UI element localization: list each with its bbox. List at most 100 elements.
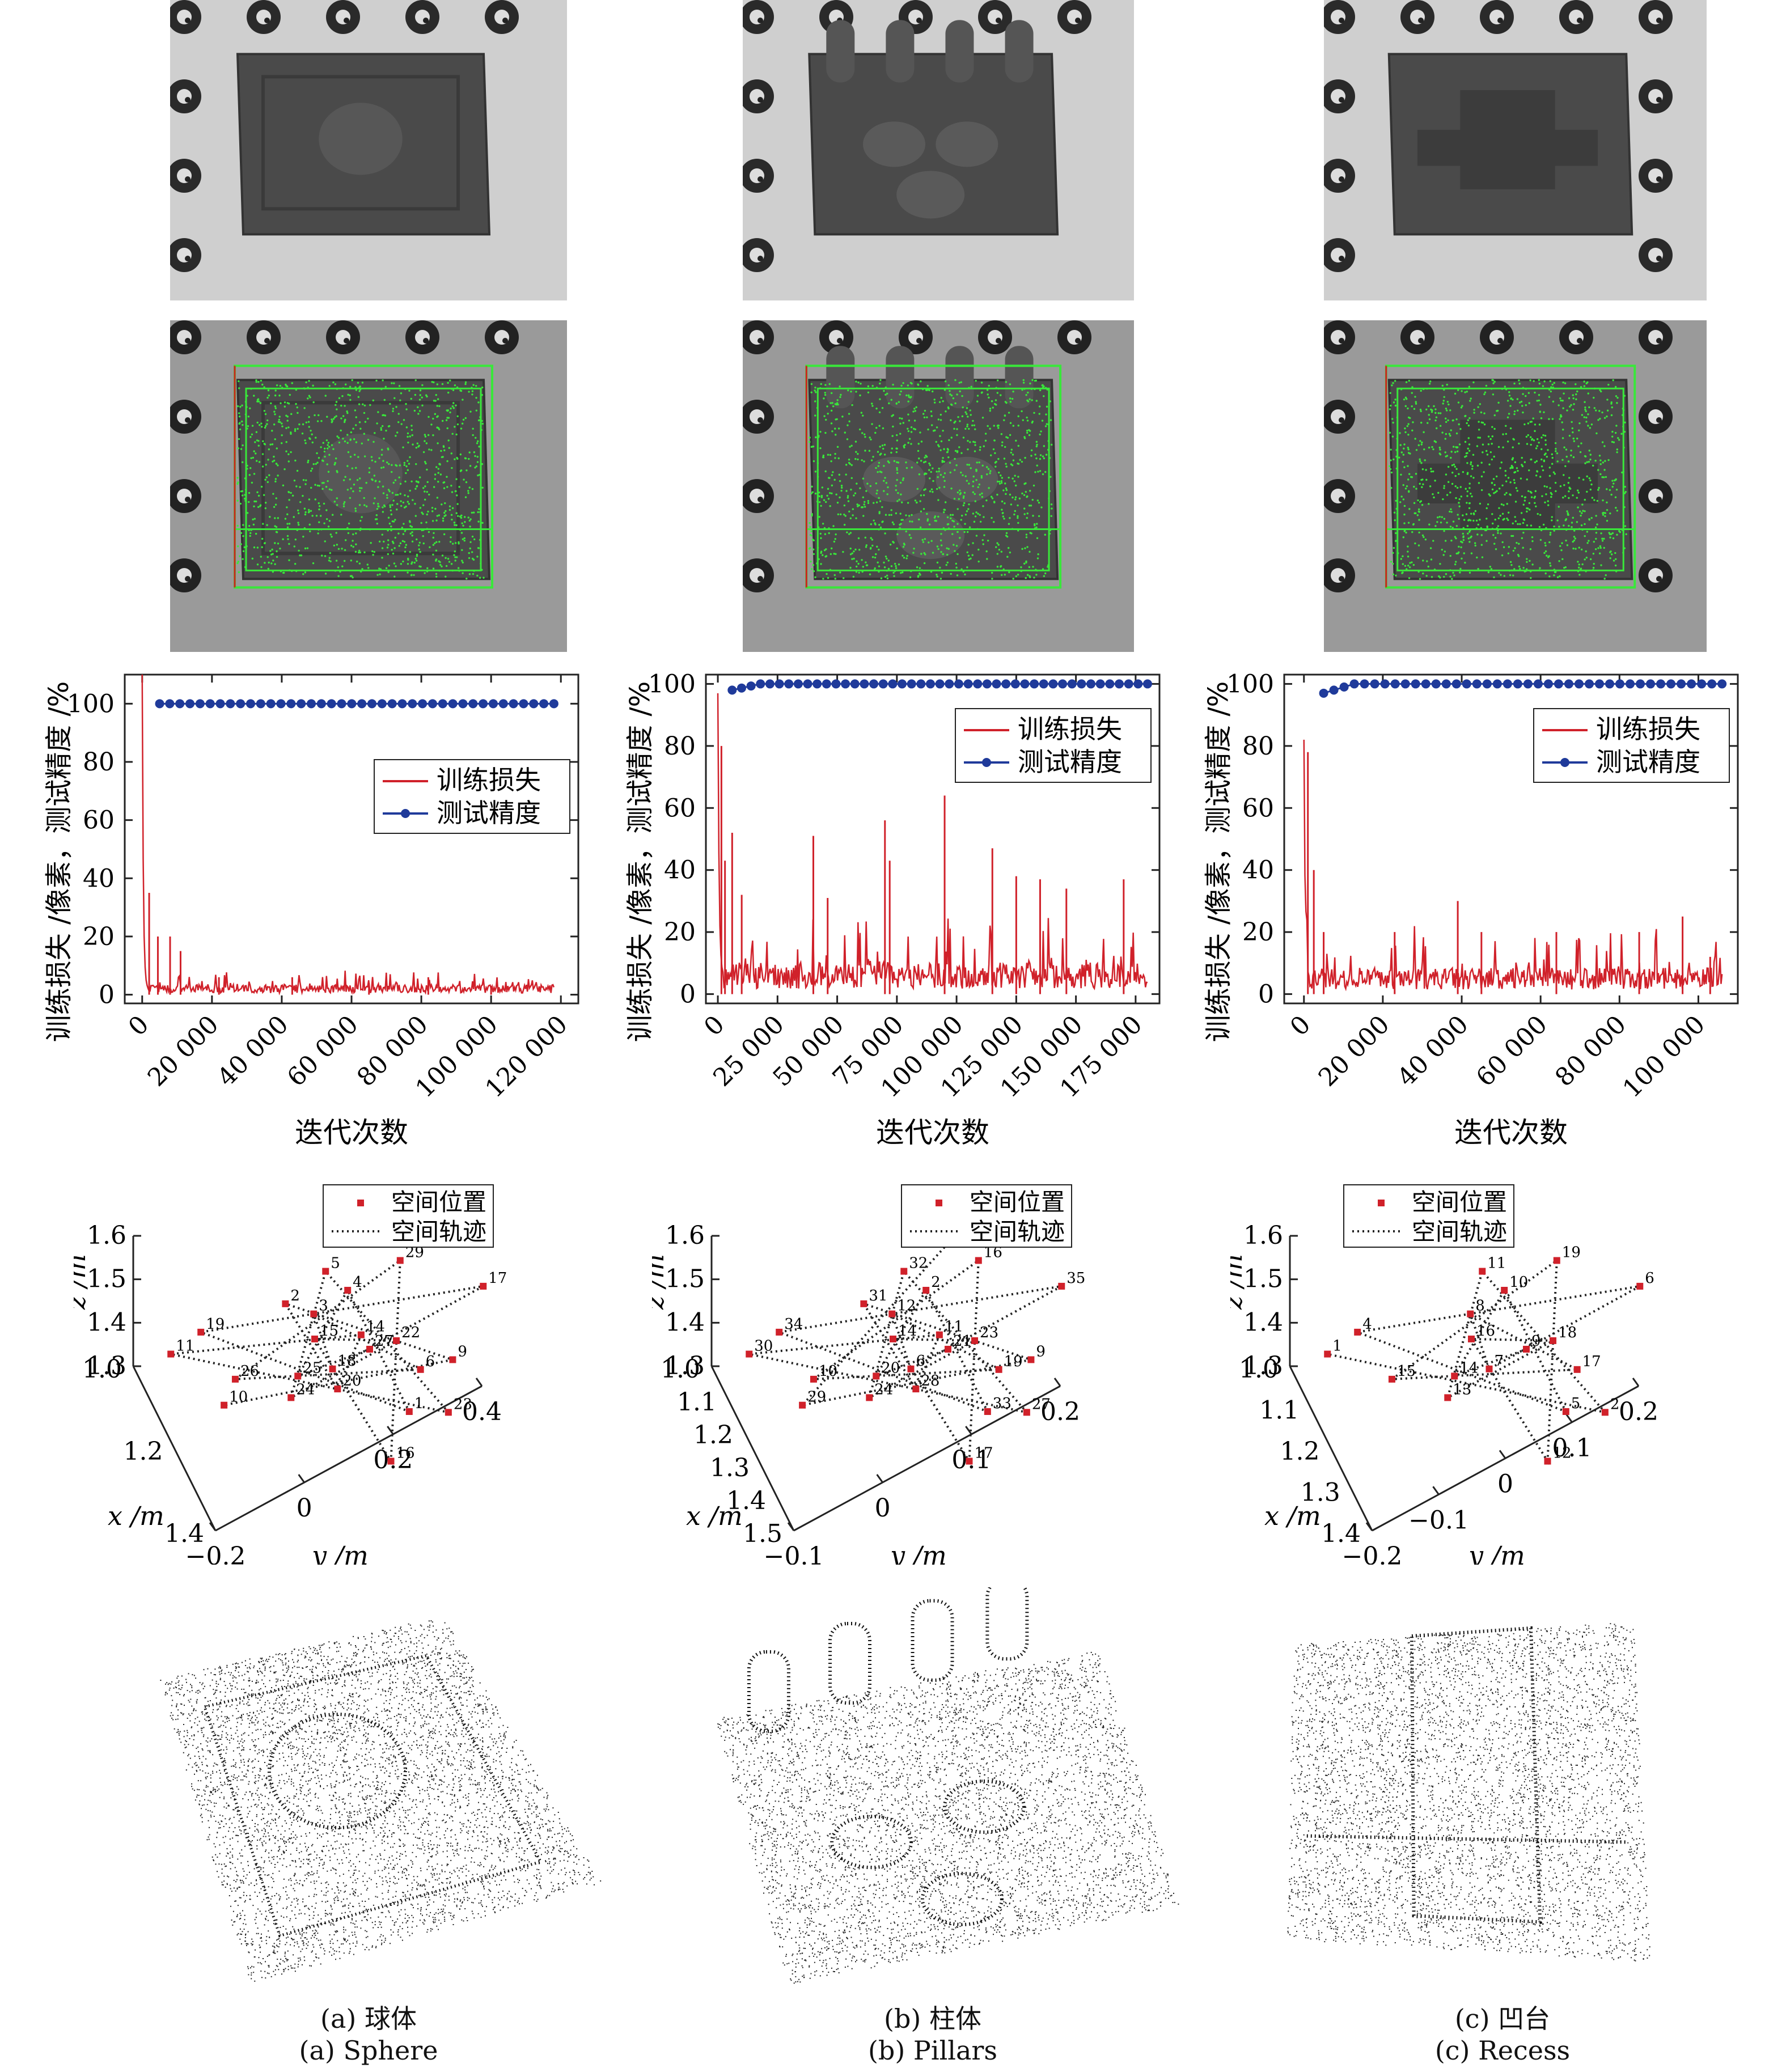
detected-point — [460, 532, 463, 534]
detected-point — [964, 523, 966, 525]
detected-point — [938, 470, 940, 473]
detected-point — [1005, 401, 1008, 404]
detected-point — [428, 448, 430, 451]
detected-point — [264, 562, 266, 564]
detected-point — [891, 447, 894, 450]
detected-point — [915, 406, 917, 409]
detected-point — [1035, 440, 1038, 443]
detected-point — [818, 495, 821, 498]
calibration-target-dot — [423, 338, 429, 344]
detected-point — [1593, 396, 1595, 399]
detected-point — [947, 523, 950, 526]
detected-point — [1568, 490, 1570, 493]
detected-point — [1598, 410, 1601, 412]
detected-point — [326, 416, 328, 418]
detected-point — [1438, 452, 1441, 455]
detected-point — [336, 435, 338, 438]
detected-point — [1423, 536, 1425, 539]
accuracy-point — [195, 699, 205, 709]
detected-point — [871, 423, 873, 425]
detected-point — [332, 381, 335, 384]
detected-point — [1420, 462, 1423, 464]
y-tick-label: 100 — [648, 670, 696, 698]
detected-point — [1512, 446, 1514, 448]
detected-point — [814, 471, 817, 473]
detected-point — [1474, 544, 1476, 547]
position-label: 14 — [898, 1323, 917, 1340]
detected-point — [309, 396, 311, 399]
detected-point — [324, 573, 327, 575]
position-marker — [975, 1257, 982, 1264]
detected-point — [940, 397, 942, 399]
detected-point — [1490, 567, 1493, 570]
detected-point — [995, 460, 997, 463]
detected-point — [1437, 516, 1439, 519]
detected-point — [409, 550, 411, 553]
detected-point — [247, 416, 250, 418]
detected-point — [450, 484, 452, 487]
position-marker — [445, 1409, 452, 1416]
accuracy-point — [803, 679, 812, 689]
detected-point — [1463, 552, 1465, 554]
detected-point — [1583, 416, 1585, 418]
detected-point — [1395, 574, 1397, 577]
detected-point — [443, 449, 446, 452]
detected-point — [1413, 485, 1415, 488]
detected-point — [247, 425, 249, 427]
detected-point — [1445, 417, 1447, 420]
detected-point — [933, 399, 936, 401]
detected-point — [464, 521, 466, 523]
detected-point — [1468, 487, 1471, 489]
detected-point — [1581, 414, 1584, 416]
detected-point — [878, 511, 881, 513]
detected-point — [1470, 512, 1472, 515]
detected-point — [426, 567, 429, 569]
detected-point — [396, 494, 399, 496]
detected-point — [899, 433, 902, 435]
position-marker — [366, 1346, 373, 1353]
calibration-target-dot — [185, 417, 191, 423]
sphere-dome — [319, 434, 403, 514]
detected-point — [1575, 393, 1577, 396]
detected-point — [1503, 575, 1505, 577]
detected-point — [896, 472, 899, 474]
position-marker — [1058, 1282, 1065, 1290]
detected-point — [1500, 532, 1502, 535]
detected-point — [248, 525, 251, 527]
detected-point — [1568, 397, 1571, 400]
detected-point — [925, 472, 928, 475]
detected-point — [843, 577, 845, 579]
position-label: 34 — [784, 1316, 803, 1333]
detected-point — [426, 513, 428, 516]
detected-point — [365, 505, 368, 507]
detected-point — [1389, 408, 1391, 410]
detected-point — [1022, 382, 1025, 384]
detected-point — [1389, 465, 1391, 467]
detected-point — [283, 401, 286, 404]
detected-point — [1392, 573, 1395, 575]
z-axis-title: z /m — [652, 1254, 670, 1310]
detected-point — [239, 502, 242, 505]
detected-point — [1513, 568, 1516, 570]
detected-point — [1534, 490, 1537, 493]
detected-point — [839, 571, 841, 574]
detected-point — [400, 500, 402, 502]
detected-point — [936, 426, 938, 429]
detected-point — [1480, 421, 1483, 423]
legend-position-swatch — [1378, 1200, 1385, 1206]
detected-point — [852, 575, 855, 578]
detected-point — [1493, 492, 1495, 494]
detected-point — [878, 461, 881, 464]
detected-point — [337, 566, 339, 569]
calibration-target-dot — [185, 18, 191, 23]
detected-point — [255, 380, 257, 383]
detected-point — [256, 491, 259, 494]
detected-point — [830, 422, 833, 425]
detected-point — [1491, 435, 1493, 438]
detected-point — [297, 512, 300, 515]
detected-point — [940, 551, 942, 553]
detected-point — [302, 535, 304, 538]
detected-point — [956, 434, 958, 437]
x-tick-label: 40 000 — [212, 1010, 294, 1092]
